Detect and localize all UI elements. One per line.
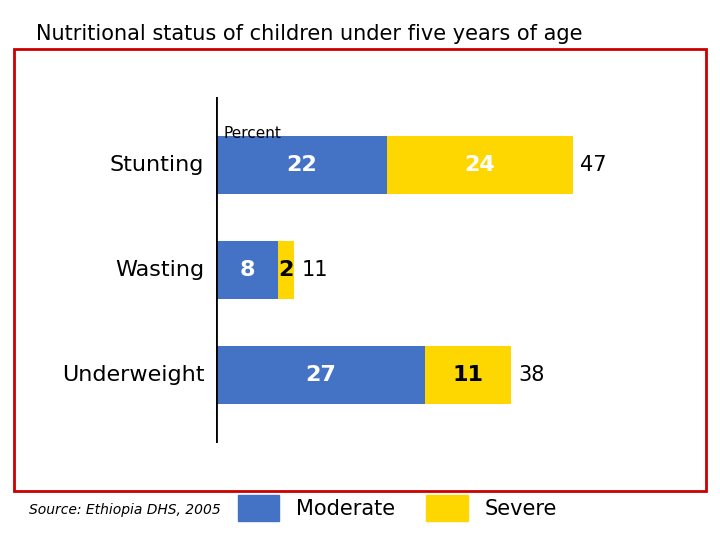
Bar [216, 241, 278, 299]
Text: 24: 24 [464, 156, 495, 176]
Text: Percent: Percent [224, 126, 282, 140]
Text: 22: 22 [286, 156, 317, 176]
Text: Stunting: Stunting [110, 156, 204, 176]
Text: 38: 38 [518, 364, 545, 384]
Text: 27: 27 [305, 364, 336, 384]
Bar [426, 346, 510, 403]
Text: Source: Ethiopia DHS, 2005: Source: Ethiopia DHS, 2005 [29, 503, 220, 517]
Text: Wasting: Wasting [115, 260, 204, 280]
Text: 47: 47 [580, 156, 607, 176]
Text: Nutritional status of children under five years of age: Nutritional status of children under fiv… [36, 24, 582, 44]
Bar [278, 241, 294, 299]
Text: 8: 8 [239, 260, 255, 280]
Bar [216, 137, 387, 194]
Text: 11: 11 [301, 260, 328, 280]
Bar [387, 137, 572, 194]
Legend: Moderate, Severe: Moderate, Severe [230, 487, 565, 529]
Text: Underweight: Underweight [62, 364, 204, 384]
Bar [216, 346, 426, 403]
Text: 11: 11 [452, 364, 484, 384]
Text: 2: 2 [278, 260, 294, 280]
